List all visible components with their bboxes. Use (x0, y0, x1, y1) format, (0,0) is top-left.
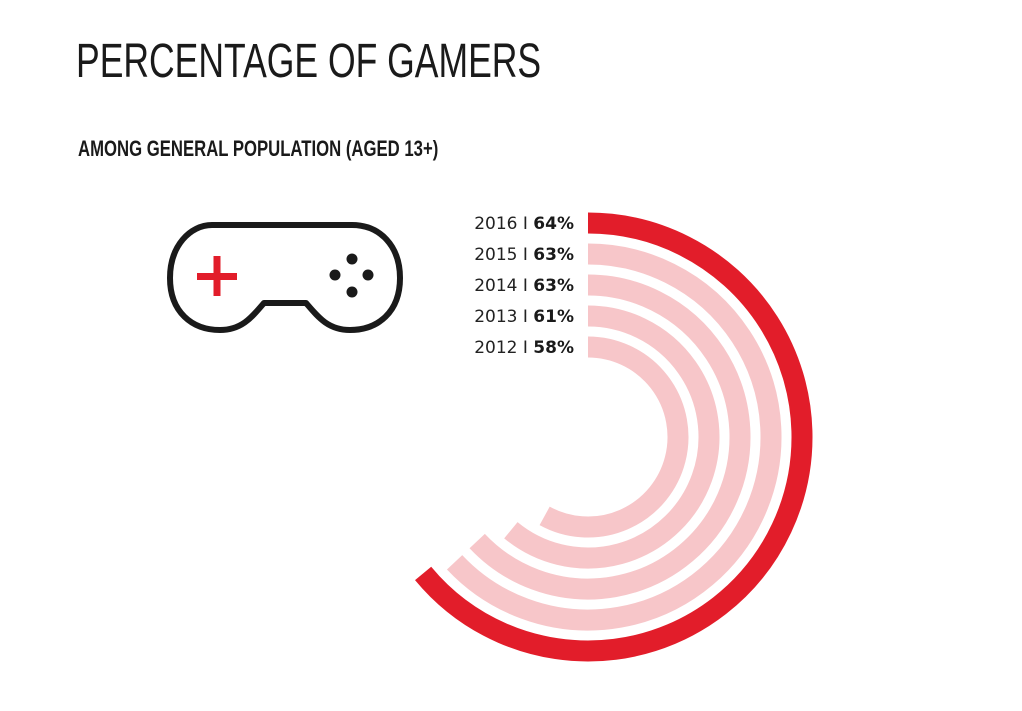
button-top (346, 253, 358, 265)
dpad-vertical (213, 256, 221, 296)
page-subtitle: AMONG GENERAL POPULATION (AGED 13+) (78, 136, 439, 161)
label-2015: 2015 I 63% (474, 245, 574, 265)
label-2016: 2016 I 64% (474, 214, 574, 234)
arc-2016 (415, 212, 813, 662)
arc-2012 (539, 336, 689, 538)
percent-label: 63% (533, 245, 574, 265)
year-label: 2015 I (474, 245, 533, 265)
year-label: 2012 I (474, 338, 533, 358)
game-controller-icon (167, 222, 403, 333)
button-right (362, 269, 374, 281)
label-2012: 2012 I 58% (474, 338, 574, 358)
button-bottom (346, 286, 358, 298)
percent-label: 63% (533, 276, 574, 296)
percent-label: 58% (533, 338, 574, 358)
arc-2015 (446, 243, 782, 631)
year-label: 2014 I (474, 276, 533, 296)
year-label: 2013 I (474, 307, 533, 327)
page-title: PERCENTAGE OF GAMERS (76, 35, 542, 88)
arc-2014 (469, 274, 751, 600)
percent-label: 61% (533, 307, 574, 327)
controller-outline (167, 222, 403, 333)
label-2013: 2013 I 61% (474, 307, 574, 327)
year-label: 2016 I (474, 214, 533, 234)
percent-label: 64% (533, 214, 574, 234)
arc-2013 (504, 305, 720, 569)
button-left (329, 269, 341, 281)
label-2014: 2014 I 63% (474, 276, 574, 296)
